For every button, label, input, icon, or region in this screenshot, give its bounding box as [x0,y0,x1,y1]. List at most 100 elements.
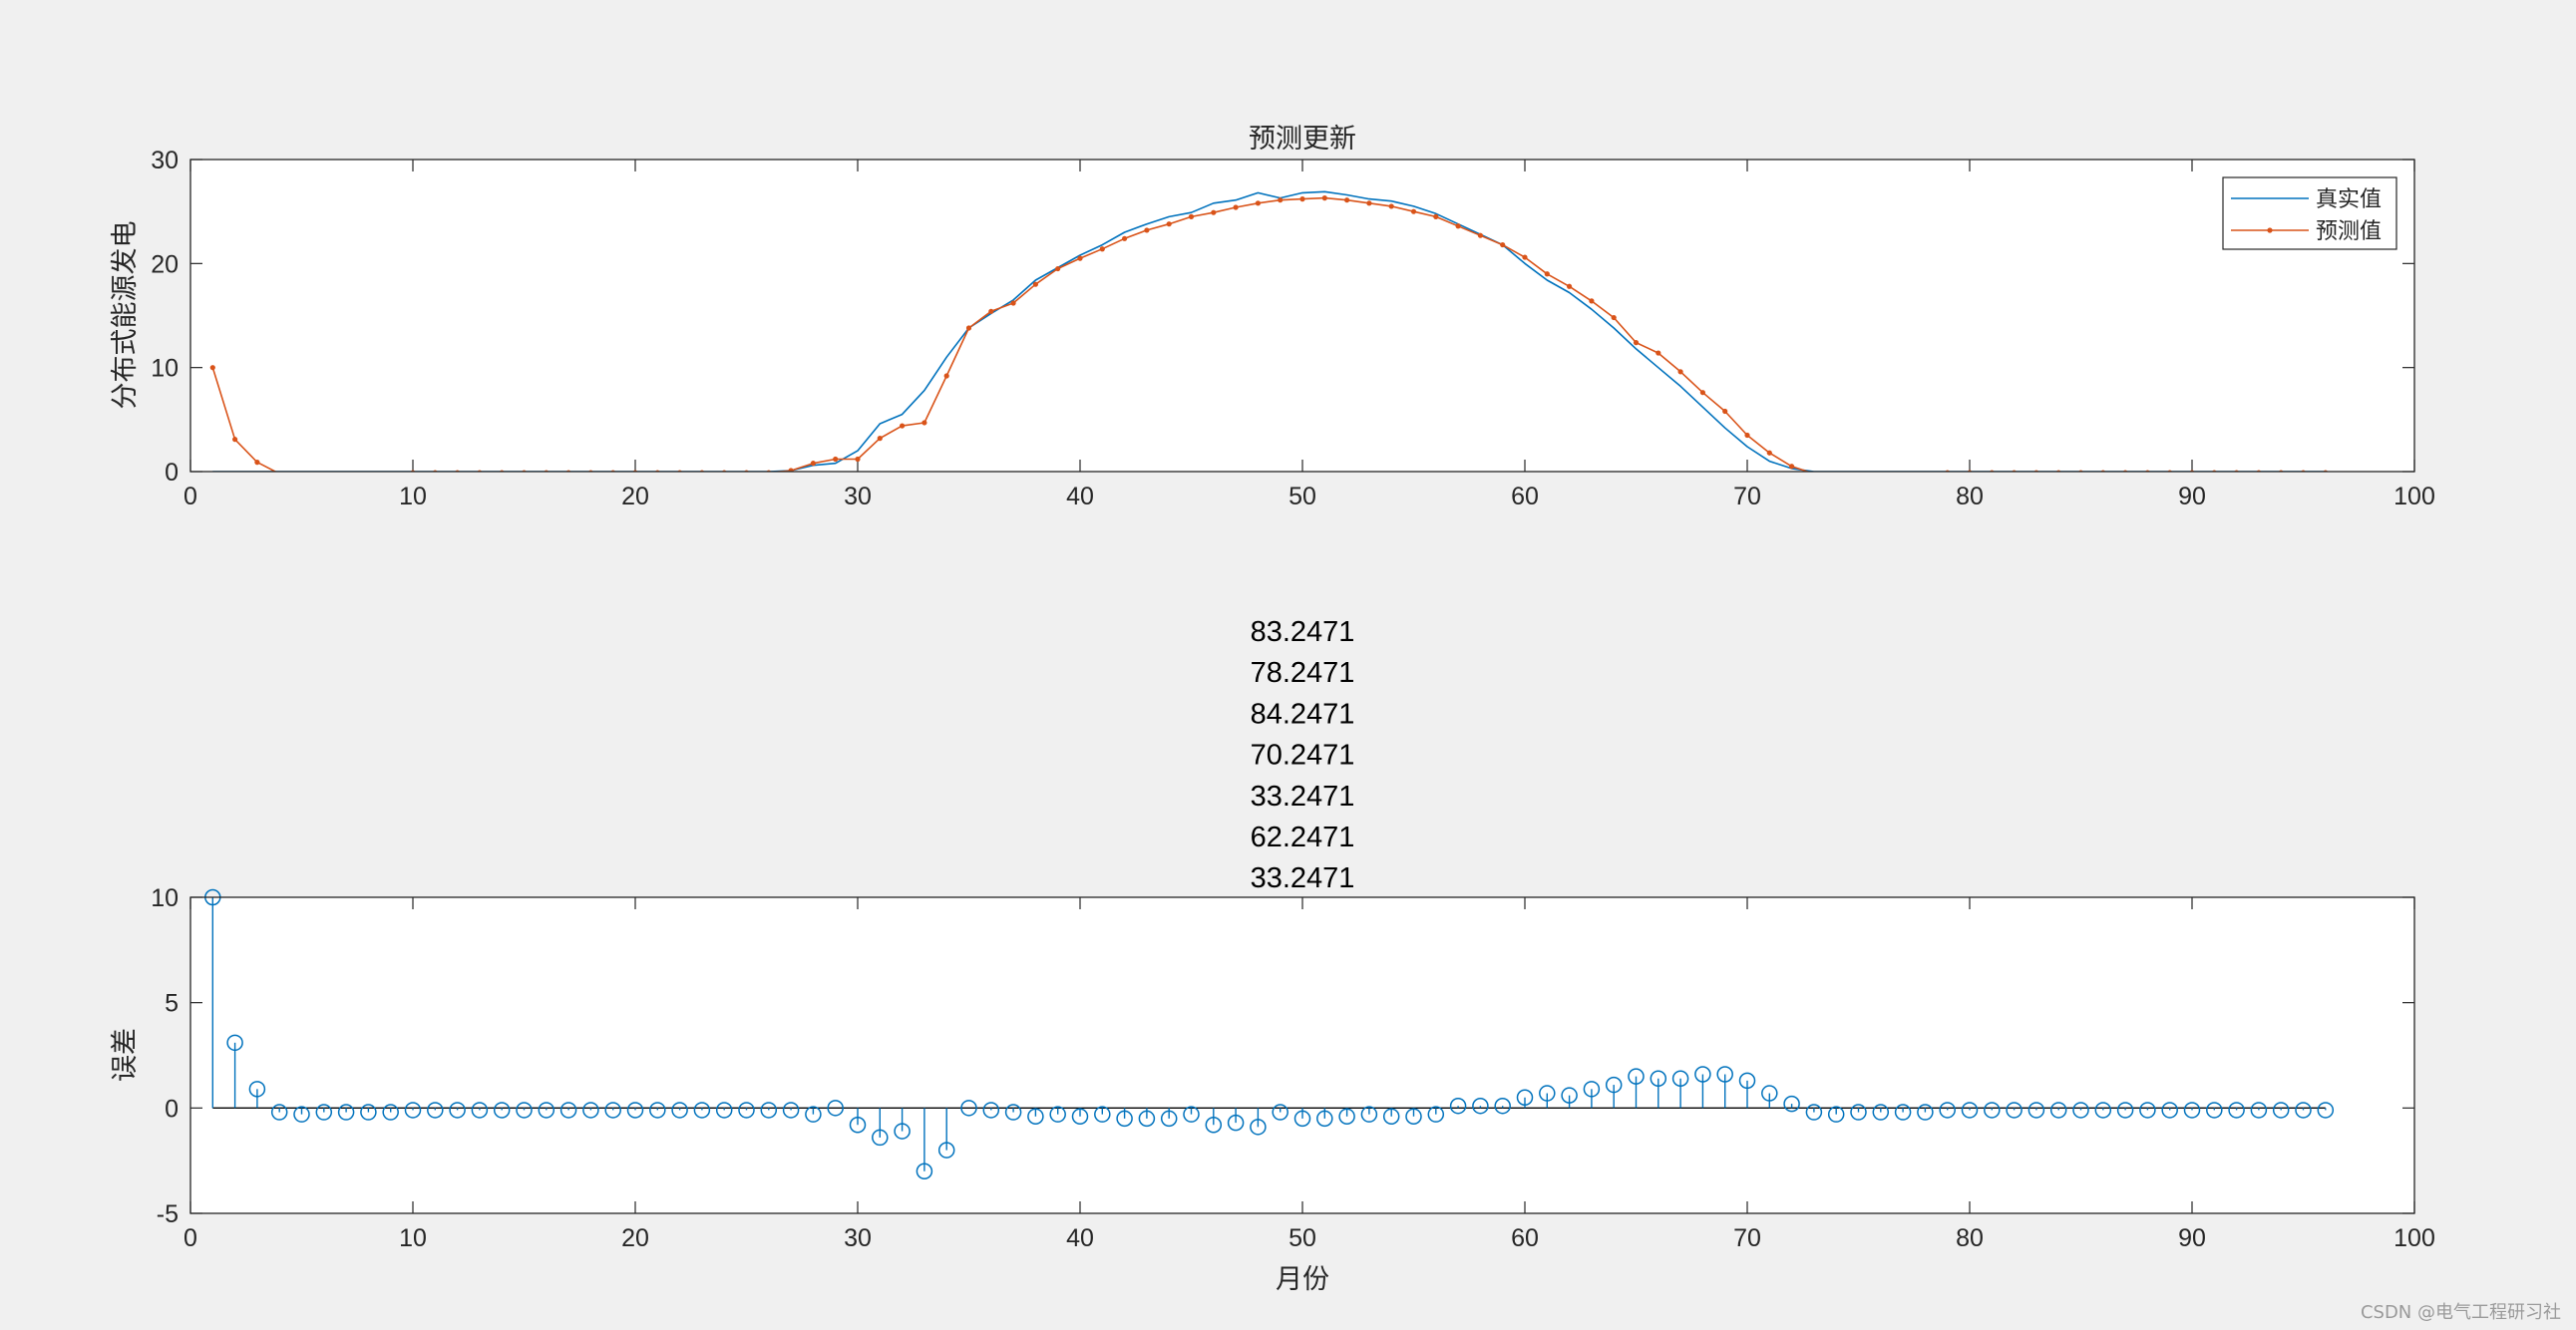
predicted-point [721,470,727,472]
bottom-xtick-label: 70 [1733,1224,1761,1252]
top-xtick-label: 60 [1511,483,1539,510]
stem-marker [1004,1104,1022,1121]
top-xtick-label: 100 [2393,483,2435,510]
predicted-point [254,460,260,466]
predicted-point [232,437,238,443]
series-line-real [212,190,2326,472]
stem-marker [1293,1110,1311,1128]
top-ytick-label: 20 [151,250,179,278]
top-axes-box [189,159,2415,473]
predicted-point [2323,470,2329,472]
stem-marker [760,1102,778,1119]
predicted-point [1500,241,1506,248]
stem-marker [404,1102,422,1119]
predicted-point [1744,432,1750,439]
bottom-ytick-label: -5 [157,1200,179,1228]
stem-marker [782,1102,800,1119]
stem-marker [1071,1108,1089,1126]
stem-marker [1917,1104,1934,1121]
bottom-xtick-label: 100 [2393,1224,2435,1252]
predicted-point [1055,265,1061,272]
predicted-point [2167,470,2173,472]
stem-marker [337,1104,355,1121]
stem-marker [1738,1072,1756,1090]
top-ytick-label: 30 [151,147,179,174]
bottom-title-line: 33.2471 [1251,781,1355,813]
stem-marker [1650,1070,1667,1087]
stem-marker [1360,1106,1378,1123]
predicted-point [209,365,215,371]
predicted-point [2234,470,2239,472]
predicted-point [1099,246,1105,252]
predicted-point [1589,298,1595,304]
stem-marker [2094,1102,2112,1119]
stem-marker [2183,1102,2201,1119]
predicted-point [1344,197,1350,203]
stem-marker [738,1102,755,1119]
stem-marker [1539,1085,1556,1102]
bottom-title-lines: 83.2471 78.2471 84.2471 70.2471 33.2471 62.24… [1251,616,1355,894]
stem-marker [1227,1114,1245,1132]
stem-marker [604,1102,621,1119]
stem-marker [649,1102,666,1119]
legend: 真实值 预测值 [2222,176,2397,250]
predicted-point [2033,470,2039,472]
top-xtick-label: 90 [2178,483,2206,510]
predicted-point [632,470,638,472]
bottom-ytick-label: 0 [165,1095,179,1123]
predicted-point [1789,464,1795,470]
predicted-point [610,470,616,472]
stem-marker [559,1102,577,1119]
stem-marker [2072,1102,2089,1119]
bottom-xtick-label: 50 [1288,1224,1316,1252]
predicted-point [1989,470,1995,472]
stem-marker [1583,1081,1601,1098]
predicted-point [565,470,571,472]
bottom-xtick-label: 20 [621,1224,649,1252]
stem-marker [1250,1119,1267,1136]
stem-marker [293,1106,310,1123]
predicted-point [1967,470,1973,472]
predicted-point [833,456,839,463]
stem-marker [2139,1102,2156,1119]
stem-marker [849,1116,867,1134]
predicted-point [455,470,460,472]
predicted-point [2055,470,2061,472]
predicted-point [1211,209,1217,215]
predicted-point [2078,470,2083,472]
predicted-point [2256,470,2262,472]
top-tick-labels: 0 10 20 30 40 50 60 70 80 90 100 0 10 20 30 [151,147,2435,510]
bottom-xtick-label: 30 [844,1224,872,1252]
predicted-point [2100,470,2106,472]
predicted-point [2122,470,2128,472]
stem-marker [449,1102,466,1119]
stem-marker [2161,1102,2178,1119]
predicted-point [1188,213,1195,219]
stem-marker [1138,1110,1156,1128]
top-xtick-label: 40 [1066,483,1094,510]
predicted-point [2189,470,2195,472]
stem-marker [1382,1108,1400,1126]
predicted-point [788,468,794,472]
stem-marker [1405,1108,1422,1126]
stem-marker [916,1163,933,1179]
bottom-xtick-label: 0 [184,1224,197,1252]
legend-marker-predicted [2267,227,2273,233]
bottom-title-line: 33.2471 [1251,862,1355,894]
stem-marker [2049,1102,2067,1119]
top-xtick-label: 50 [1288,483,1316,510]
stem-marker [1716,1066,1733,1083]
predicted-point [499,470,505,472]
stem-marker [1961,1102,1979,1119]
predicted-point [1255,200,1261,206]
predicted-point [1656,350,1661,356]
predicted-point [1366,200,1372,206]
predicted-point [699,470,705,472]
predicted-point [2211,470,2217,472]
bottom-ytick-label: 10 [151,884,179,912]
top-chart-title: 预测更新 [1249,124,1356,155]
predicted-point [677,470,682,472]
stem-marker [827,1100,844,1117]
